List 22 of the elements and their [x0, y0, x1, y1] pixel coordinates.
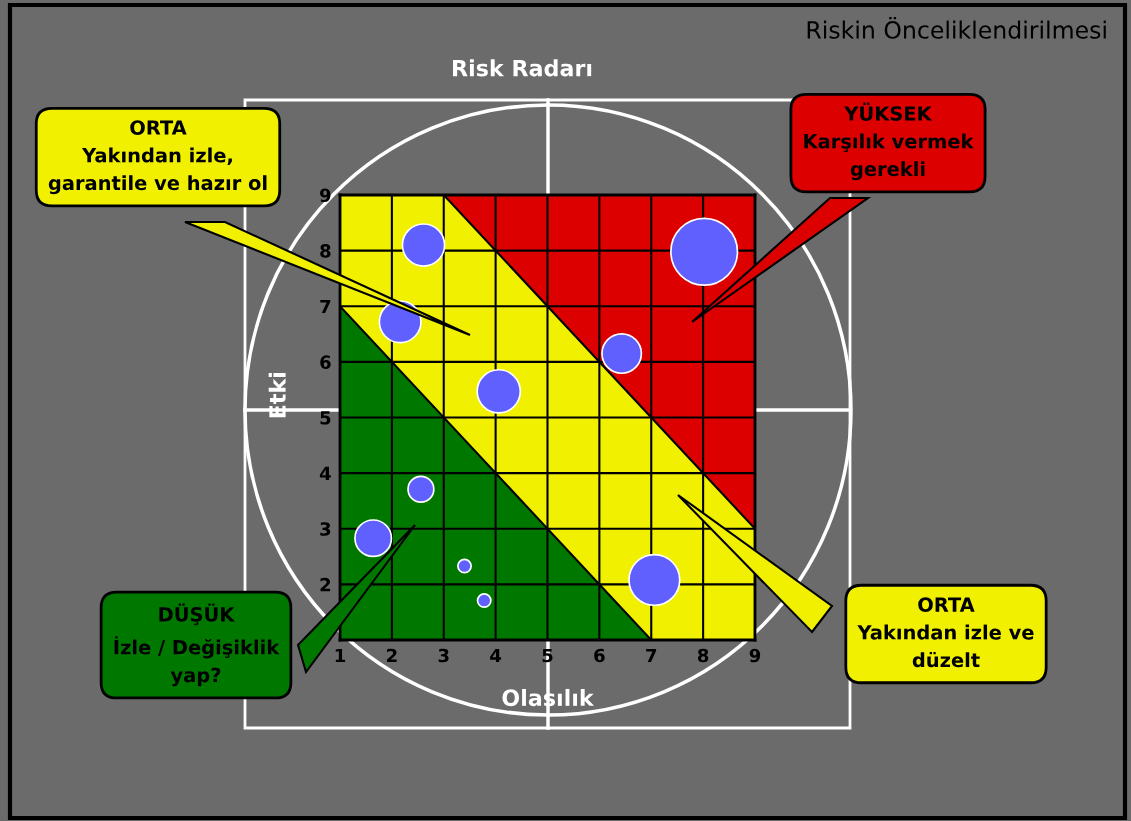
y-tick-label: 5: [320, 411, 331, 425]
x-tick-label: 8: [697, 648, 709, 663]
y-tick-label: 3: [320, 522, 331, 536]
x-tick-label: 4: [490, 648, 502, 663]
x-tick-label: 3: [438, 648, 449, 663]
text: YÜKSEK Karşılık vermek gerekli: [804, 102, 974, 181]
y-tick-label: 2: [320, 577, 331, 592]
text: DÜŞÜK İzle / Değişiklik yap?: [114, 603, 280, 687]
text: Riskin Önceliklendirilmesi: [807, 17, 1106, 39]
x-tick-label: 6: [594, 648, 605, 663]
y-tick-label: 6: [320, 355, 331, 369]
chart-subtitle: Risk Radarı: [453, 59, 592, 77]
y-tick-label: 7: [320, 299, 331, 314]
text: ORTA Yakından izle ve düzelt: [857, 597, 1034, 668]
y-tick-label: 8: [320, 244, 331, 258]
x-tick-label: 7: [646, 648, 657, 663]
x-tick-label: 1: [335, 648, 346, 663]
y-tick-label: 4: [319, 466, 331, 480]
x-tick-label: 9: [749, 648, 761, 663]
y-tick-label: 9: [320, 188, 331, 203]
x-tick-label: 2: [387, 648, 397, 663]
text: ORTA Yakından izle, garantile ve hazır ol: [48, 120, 267, 195]
